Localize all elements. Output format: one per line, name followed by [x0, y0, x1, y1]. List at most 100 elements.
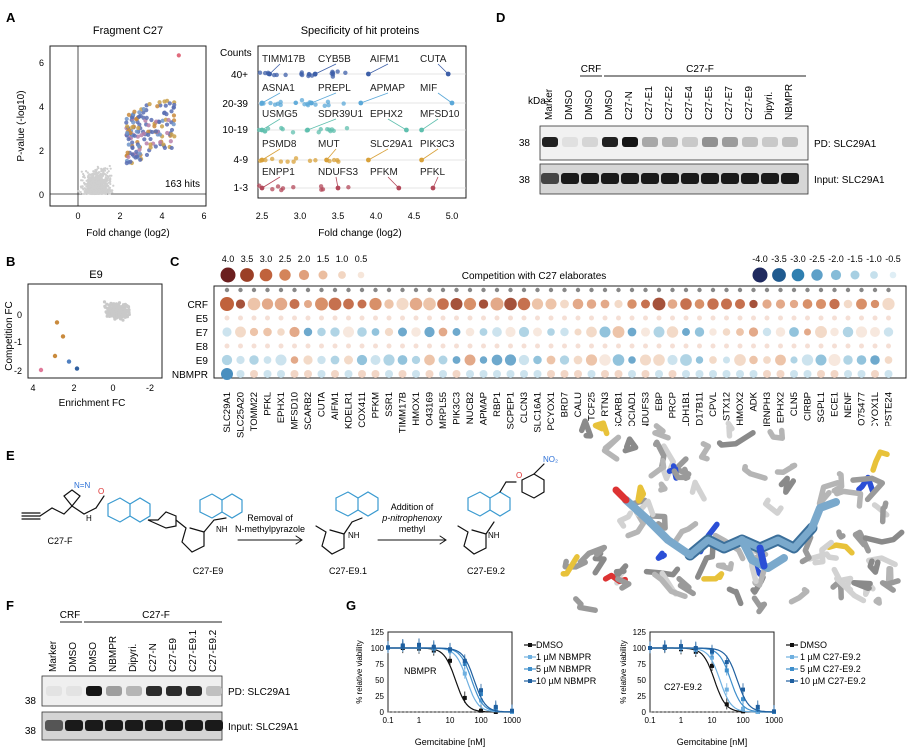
spec-point: [346, 185, 351, 190]
spec-point: [268, 100, 273, 106]
c-dot: [437, 298, 449, 310]
c-dot: [790, 370, 798, 378]
protein-stick: [622, 436, 639, 454]
hit-point: [148, 136, 153, 142]
blot-f-pd-band: [106, 686, 122, 696]
c-dot: [357, 299, 367, 309]
c-dot: [575, 343, 581, 349]
hit-point: [128, 130, 133, 136]
c-dot: [872, 343, 878, 349]
background-point: [95, 191, 98, 194]
c-column-labels: SLC29A1 SLC25A20 TOMM22 PFKL EPHX1 MFSD10 SCAR…: [222, 391, 895, 441]
background-point: [100, 179, 104, 182]
hit-point: [130, 125, 135, 130]
blot-f-input-band: [65, 720, 83, 731]
c27e9-structure: [147, 493, 243, 553]
reaction-arrow-2: [377, 535, 447, 545]
c-dot: [709, 370, 717, 378]
g-marker: [510, 708, 514, 713]
hit-point: [157, 100, 162, 105]
c-header-dot: [832, 287, 837, 293]
volcano-frame: [49, 45, 207, 207]
c-dot: [358, 370, 366, 378]
c-dot: [802, 299, 813, 309]
background-point: [103, 186, 106, 189]
c-dot: [791, 343, 797, 349]
c-dot: [709, 328, 717, 336]
blot-d-pd-band: [562, 137, 578, 147]
c-dot: [289, 298, 300, 310]
c-dot: [478, 299, 489, 309]
blot-d-pd-bands: [542, 137, 798, 147]
c-dot: [585, 354, 598, 366]
c-header-dot: [643, 287, 648, 293]
spec-protein-label: CYB5B: [318, 54, 351, 65]
g2-legend: DMSO: [800, 640, 827, 650]
c-dot: [452, 356, 461, 364]
c-dot: [305, 343, 311, 349]
c-dots: [220, 287, 895, 380]
c-header-dot: [805, 287, 810, 293]
c-dot: [614, 299, 623, 309]
c-dot: [639, 354, 652, 366]
g-ytick: 0: [380, 708, 385, 717]
protein-stick: [617, 510, 634, 529]
c-dot: [397, 355, 408, 365]
hit-point: [161, 142, 166, 147]
reaction-step2-line2: p-nitrophenoxy: [381, 513, 442, 523]
spec-point: [307, 72, 312, 77]
c-header-dot: [859, 287, 864, 293]
c-dot: [315, 297, 328, 311]
c-dot: [801, 354, 814, 366]
c-column-label: APMAP: [479, 392, 490, 425]
c-dot: [882, 297, 895, 311]
c-dot: [870, 299, 880, 309]
c-pos-scale-dot: [279, 269, 291, 281]
blot-d-lane-label: C27-E7: [724, 86, 735, 120]
c-dot: [425, 370, 434, 378]
blot-d-input-band: [641, 173, 659, 184]
c-header-dot: [467, 287, 473, 293]
g-marker: [448, 647, 452, 652]
c-column-label: MRPL55: [438, 392, 449, 429]
c-dot: [859, 343, 864, 349]
c-column-label: OCIAD1: [627, 392, 638, 427]
c-dot: [508, 343, 513, 349]
c-dot: [710, 315, 716, 321]
background-point: [109, 182, 112, 186]
blot-d-lane-label: C27-E5: [704, 86, 715, 120]
protein-stick: [648, 458, 667, 479]
c-dot: [424, 326, 435, 338]
blot-f-lane-label: C27-N: [148, 643, 159, 672]
c-dot: [734, 298, 746, 310]
blot-d-kda: kDa: [528, 96, 546, 107]
hit-point: [134, 129, 139, 134]
c-dot: [683, 343, 689, 349]
cyclopentyl: [315, 525, 345, 555]
background-point: [92, 192, 96, 195]
hit-point: [171, 113, 177, 118]
spec-bin-label: 10-19: [222, 125, 248, 136]
c-column-label: HMOX1: [411, 392, 422, 426]
c-dot: [424, 354, 435, 366]
c-neg-scale-dot: [889, 271, 897, 279]
background-point: [93, 172, 97, 175]
background-point: [103, 172, 106, 175]
c-dot: [694, 327, 705, 337]
blot-d-mw-bottom: 38: [519, 175, 531, 186]
protein-stick: [834, 488, 864, 509]
b-hit-point: [52, 353, 58, 359]
c-dot: [653, 326, 665, 338]
c-header-dot: [751, 287, 756, 293]
c-column-label: CPVL: [708, 392, 719, 417]
c-dot: [454, 343, 459, 349]
blot-f-lane-label: Marker: [48, 640, 59, 672]
c-pos-scale-dot: [318, 270, 328, 280]
g1-curves: 0 25 50 75 100 125 0.1 1 10 100 1000: [371, 628, 536, 725]
b-hit-point: [66, 359, 72, 364]
blot-f-mw-bottom: 38: [25, 726, 37, 737]
spec-point: [307, 158, 313, 164]
b-point: [117, 306, 122, 310]
blot-f-input-band: [205, 720, 223, 731]
g-marker: [479, 688, 483, 693]
